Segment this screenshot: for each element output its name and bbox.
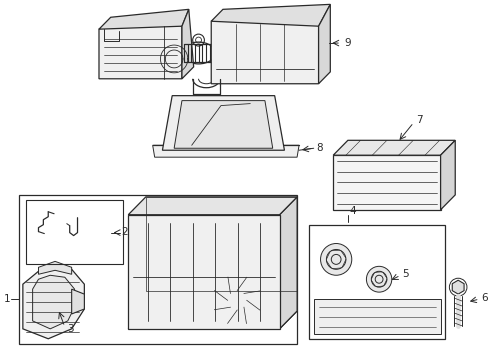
- Polygon shape: [211, 4, 329, 26]
- Ellipse shape: [326, 312, 338, 320]
- Polygon shape: [318, 4, 329, 84]
- Ellipse shape: [356, 312, 367, 320]
- Text: 4: 4: [349, 206, 356, 216]
- Polygon shape: [33, 275, 75, 329]
- Bar: [308, 225, 445, 339]
- Polygon shape: [313, 299, 440, 334]
- Bar: [26, 200, 123, 264]
- Polygon shape: [451, 280, 463, 294]
- Polygon shape: [23, 267, 84, 339]
- Text: 2: 2: [121, 226, 128, 237]
- Circle shape: [366, 266, 391, 292]
- Text: 3: 3: [67, 324, 73, 334]
- Polygon shape: [182, 9, 193, 79]
- Circle shape: [320, 243, 351, 275]
- Polygon shape: [128, 215, 279, 329]
- Bar: [19, 195, 297, 344]
- Polygon shape: [162, 96, 284, 150]
- Polygon shape: [99, 9, 188, 29]
- Text: 5: 5: [402, 269, 408, 279]
- Polygon shape: [128, 197, 297, 215]
- Polygon shape: [128, 311, 297, 329]
- Polygon shape: [332, 155, 440, 210]
- Polygon shape: [332, 140, 454, 155]
- Polygon shape: [39, 261, 72, 274]
- Polygon shape: [211, 16, 318, 84]
- Text: 7: 7: [415, 116, 422, 126]
- Polygon shape: [99, 21, 182, 79]
- Polygon shape: [152, 145, 299, 157]
- Polygon shape: [279, 197, 297, 329]
- Text: 6: 6: [481, 293, 487, 303]
- Polygon shape: [72, 289, 84, 314]
- Polygon shape: [440, 140, 454, 210]
- Text: 1: 1: [3, 294, 10, 304]
- Polygon shape: [174, 100, 272, 148]
- Ellipse shape: [385, 312, 397, 320]
- Text: 8: 8: [316, 143, 323, 153]
- Text: 9: 9: [343, 38, 350, 48]
